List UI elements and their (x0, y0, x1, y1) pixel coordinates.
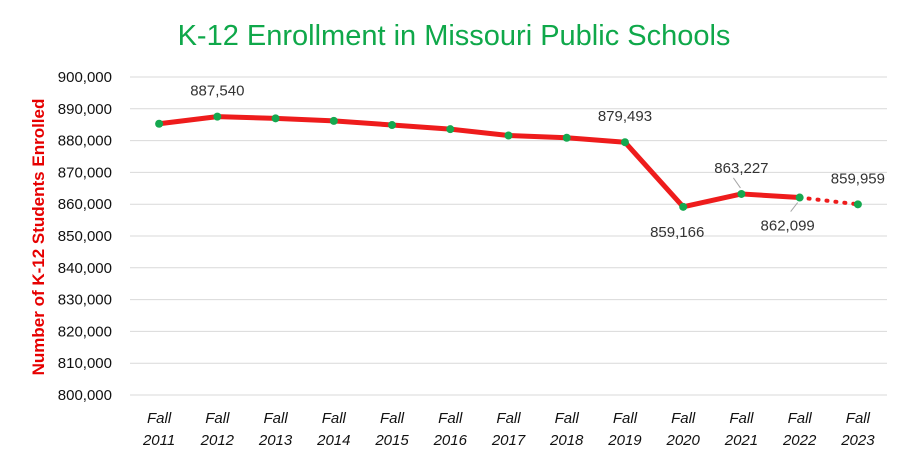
x-tick-label: Fall 2019 (607, 410, 642, 449)
x-tick-line1: Fall (788, 410, 813, 427)
x-tick-line1: Fall (613, 410, 638, 427)
x-tick-label: Fall 2017 (491, 410, 526, 449)
x-tick-line2: 2017 (491, 432, 526, 449)
data-point (620, 138, 629, 147)
data-label: 879,493 (598, 108, 652, 125)
data-point (853, 200, 862, 209)
data-label: 859,959 (831, 170, 885, 187)
x-tick-line1: Fall (380, 410, 405, 427)
label-leader-line (733, 177, 741, 189)
y-axis-ticks: 800,000 810,000 820,000 830,000 840,000 850,0… (58, 69, 112, 404)
x-tick-line2: 2018 (549, 432, 584, 449)
x-tick-line2: 2012 (200, 432, 235, 449)
series-line-projected (797, 195, 860, 207)
x-tick-line2: 2020 (666, 432, 701, 449)
x-tick-line1: Fall (496, 410, 521, 427)
data-point (562, 133, 571, 142)
data-point (795, 193, 804, 202)
y-tick-label: 850,000 (58, 228, 112, 245)
x-tick-line2: 2023 (840, 432, 875, 449)
data-label: 862,099 (761, 218, 815, 235)
x-tick-line2: 2022 (782, 432, 817, 449)
gridlines (130, 76, 887, 396)
x-tick-line1: Fall (263, 410, 288, 427)
x-tick-line1: Fall (729, 410, 754, 427)
data-labels: 887,540 879,493 859,166 863,227 862,099 859,9… (190, 83, 885, 241)
x-tick-line2: 2014 (316, 432, 350, 449)
x-tick-line1: Fall (555, 410, 580, 427)
data-label: 887,540 (190, 83, 244, 100)
x-tick-label: Fall 2020 (666, 410, 701, 449)
x-tick-label: Fall 2015 (374, 410, 409, 449)
y-tick-label: 830,000 (58, 292, 112, 309)
x-tick-line1: Fall (846, 410, 871, 427)
data-point (213, 112, 222, 121)
x-tick-line2: 2011 (142, 432, 175, 449)
chart-title: K-12 Enrollment in Missouri Public Schoo… (178, 20, 731, 52)
y-tick-label: 890,000 (58, 101, 112, 118)
y-tick-label: 810,000 (58, 355, 112, 372)
x-tick-line1: Fall (322, 410, 347, 427)
x-tick-label: Fall 2022 (782, 410, 817, 449)
data-point (329, 116, 338, 125)
data-point (737, 189, 746, 198)
x-tick-label: Fall 2018 (549, 410, 584, 449)
series-line (156, 114, 860, 210)
y-tick-label: 860,000 (58, 196, 112, 213)
x-tick-label: Fall 2016 (433, 410, 468, 449)
y-tick-label: 880,000 (58, 133, 112, 150)
x-tick-line2: 2015 (374, 432, 409, 449)
x-tick-line2: 2021 (724, 432, 758, 449)
x-tick-line2: 2019 (607, 432, 642, 449)
x-tick-line1: Fall (438, 410, 463, 427)
data-point (446, 125, 455, 134)
data-point (388, 121, 397, 130)
x-tick-line1: Fall (205, 410, 230, 427)
data-label: 859,166 (650, 224, 704, 241)
data-point (155, 119, 164, 128)
x-tick-line1: Fall (147, 410, 172, 427)
x-tick-label: Fall 2023 (840, 410, 875, 449)
x-axis-ticks: Fall 2011 Fall 2012 Fall 2013 Fall 2014 Fall 2015… (142, 410, 875, 449)
x-tick-line2: 2016 (433, 432, 468, 449)
y-tick-label: 840,000 (58, 260, 112, 277)
x-tick-label: Fall 2012 (200, 410, 235, 449)
y-tick-label: 870,000 (58, 164, 112, 181)
y-axis-label: Number of K-12 Students Enrolled (29, 99, 48, 376)
x-tick-label: Fall 2013 (258, 410, 293, 449)
y-tick-label: 820,000 (58, 323, 112, 340)
x-tick-line1: Fall (671, 410, 696, 427)
series-line-solid (156, 114, 803, 210)
data-point (271, 114, 280, 123)
x-tick-label: Fall 2011 (142, 410, 175, 449)
x-tick-label: Fall 2021 (724, 410, 758, 449)
x-tick-line2: 2013 (258, 432, 293, 449)
data-label: 863,227 (714, 160, 768, 177)
y-tick-label: 800,000 (58, 387, 112, 404)
series-markers (155, 112, 862, 211)
data-point (679, 202, 688, 211)
data-point (504, 131, 513, 140)
x-tick-label: Fall 2014 (316, 410, 350, 449)
y-tick-label: 900,000 (58, 69, 112, 86)
label-leader-line (790, 202, 799, 212)
